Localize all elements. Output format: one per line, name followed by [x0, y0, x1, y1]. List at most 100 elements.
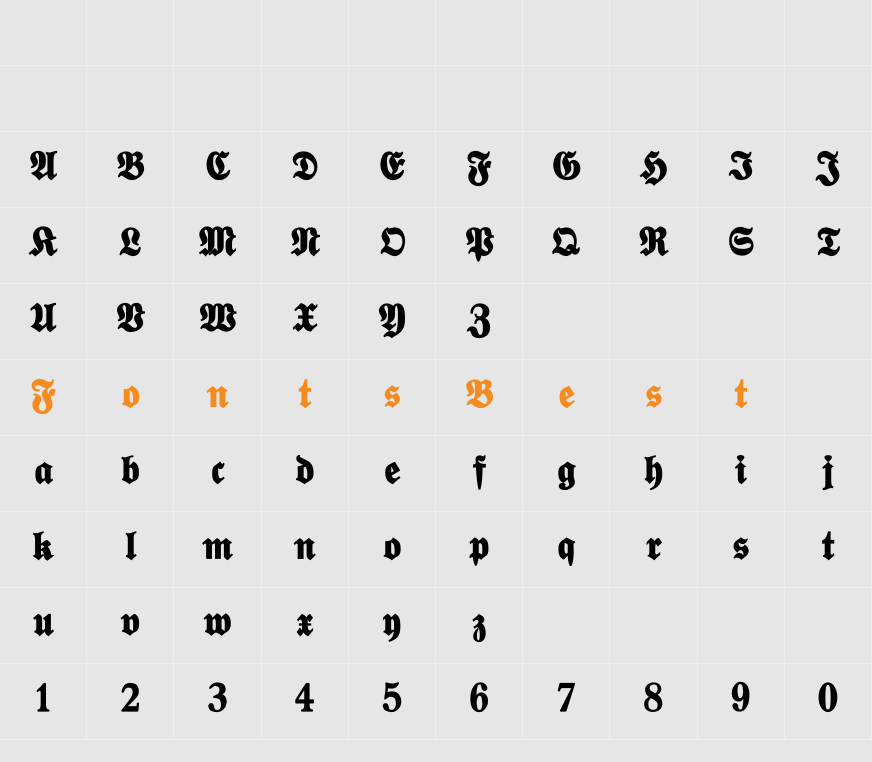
glyph-cell: 𝖂: [174, 284, 261, 360]
glyph-cell: [698, 284, 785, 360]
glyph-cell: [610, 588, 697, 664]
glyph-cell: [698, 0, 785, 66]
glyph-cell: 5: [349, 664, 436, 740]
glyph-cell: [0, 0, 87, 66]
glyph-cell: 𝕴: [698, 132, 785, 208]
glyph-cell: [87, 0, 174, 66]
glyph-cell: 7: [523, 664, 610, 740]
glyph-cell: [785, 66, 872, 132]
glyph-cell: [610, 0, 697, 66]
glyph-cell: 𝖙: [785, 512, 872, 588]
glyph-cell: 𝖊: [349, 436, 436, 512]
glyph-cell: 𝕬: [0, 132, 87, 208]
glyph-cell: 𝖌: [523, 436, 610, 512]
glyph-cell: [436, 0, 523, 66]
glyph-cell: [436, 66, 523, 132]
glyph-cell: [262, 0, 349, 66]
glyph-cell: 𝖓: [174, 360, 261, 436]
glyph-cell: 𝕷: [87, 208, 174, 284]
glyph-cell: [698, 66, 785, 132]
glyph-cell: 6: [436, 664, 523, 740]
glyph-cell: 0: [785, 664, 872, 740]
glyph-cell: [349, 66, 436, 132]
glyph-cell: [610, 66, 697, 132]
glyph-cell: 𝖅: [436, 284, 523, 360]
glyph-cell: 8: [610, 664, 697, 740]
glyph-cell: 𝕲: [523, 132, 610, 208]
glyph-cell: 𝕯: [262, 132, 349, 208]
glyph-cell: 𝖏: [785, 436, 872, 512]
glyph-cell: 𝖟: [436, 588, 523, 664]
glyph-cell: [785, 360, 872, 436]
glyph-cell: 𝖆: [0, 436, 87, 512]
glyph-cell: [785, 284, 872, 360]
glyph-cell: 𝖙: [698, 360, 785, 436]
glyph-cell: 𝖔: [349, 512, 436, 588]
glyph-cell: 𝖓: [262, 512, 349, 588]
glyph-cell: 𝕹: [262, 208, 349, 284]
glyph-cell: 𝖛: [87, 588, 174, 664]
glyph-cell: [610, 284, 697, 360]
glyph-cell: 𝕵: [785, 132, 872, 208]
glyph-cell: 9: [698, 664, 785, 740]
glyph-cell: 𝕱: [436, 132, 523, 208]
glyph-cell: 3: [174, 664, 261, 740]
glyph-cell: 𝖑: [87, 512, 174, 588]
glyph-cell: 𝕿: [785, 208, 872, 284]
glyph-cell: [174, 0, 261, 66]
glyph-cell: 𝕭: [87, 132, 174, 208]
glyph-cell: 𝖁: [87, 284, 174, 360]
glyph-cell: 𝕶: [0, 208, 87, 284]
glyph-cell: 𝖘: [349, 360, 436, 436]
glyph-cell: [698, 588, 785, 664]
glyph-cell: 𝖒: [174, 512, 261, 588]
glyph-cell: 𝖞: [349, 588, 436, 664]
glyph-cell: 𝖙: [262, 360, 349, 436]
glyph-cell: [262, 66, 349, 132]
glyph-cell: 𝖊: [523, 360, 610, 436]
glyph-cell: 𝖜: [174, 588, 261, 664]
glyph-cell: 𝖝: [262, 588, 349, 664]
glyph-cell: [523, 66, 610, 132]
glyph-cell: 𝖚: [0, 588, 87, 664]
glyph-cell: 𝕺: [349, 208, 436, 284]
glyph-grid: 𝕬𝕭𝕮𝕯𝕰𝕱𝕲𝕳𝕴𝕵𝕶𝕷𝕸𝕹𝕺𝕻𝕼𝕽𝕾𝕿𝖀𝖁𝖂𝖃𝖄𝖅𝕱𝖔𝖓𝖙𝖘𝕭𝖊𝖘𝖙𝖆𝖇𝖈𝖉𝖊…: [0, 0, 872, 740]
glyph-cell: 𝖍: [610, 436, 697, 512]
glyph-cell: 𝖔: [87, 360, 174, 436]
glyph-cell: 𝕭: [436, 360, 523, 436]
glyph-cell: 1: [0, 664, 87, 740]
glyph-cell: [349, 0, 436, 66]
glyph-cell: [523, 0, 610, 66]
glyph-cell: 𝕰: [349, 132, 436, 208]
glyph-cell: 𝖄: [349, 284, 436, 360]
glyph-cell: 𝕱: [0, 360, 87, 436]
glyph-cell: 4: [262, 664, 349, 740]
glyph-cell: 2: [87, 664, 174, 740]
glyph-cell: 𝕮: [174, 132, 261, 208]
glyph-cell: [0, 66, 87, 132]
glyph-cell: 𝕽: [610, 208, 697, 284]
glyph-cell: 𝖀: [0, 284, 87, 360]
glyph-cell: 𝖋: [436, 436, 523, 512]
glyph-cell: 𝖘: [610, 360, 697, 436]
glyph-cell: 𝖘: [698, 512, 785, 588]
glyph-cell: [174, 66, 261, 132]
glyph-cell: 𝖈: [174, 436, 261, 512]
glyph-cell: 𝖉: [262, 436, 349, 512]
glyph-cell: [87, 66, 174, 132]
glyph-cell: [785, 588, 872, 664]
glyph-cell: 𝖕: [436, 512, 523, 588]
glyph-cell: 𝖇: [87, 436, 174, 512]
glyph-cell: [523, 588, 610, 664]
glyph-cell: [523, 284, 610, 360]
glyph-cell: 𝖐: [0, 512, 87, 588]
glyph-cell: [785, 0, 872, 66]
glyph-cell: 𝖖: [523, 512, 610, 588]
glyph-cell: 𝕼: [523, 208, 610, 284]
glyph-cell: 𝕾: [698, 208, 785, 284]
glyph-cell: 𝕸: [174, 208, 261, 284]
glyph-cell: 𝖃: [262, 284, 349, 360]
glyph-cell: 𝖎: [698, 436, 785, 512]
glyph-cell: 𝖗: [610, 512, 697, 588]
glyph-cell: 𝕻: [436, 208, 523, 284]
